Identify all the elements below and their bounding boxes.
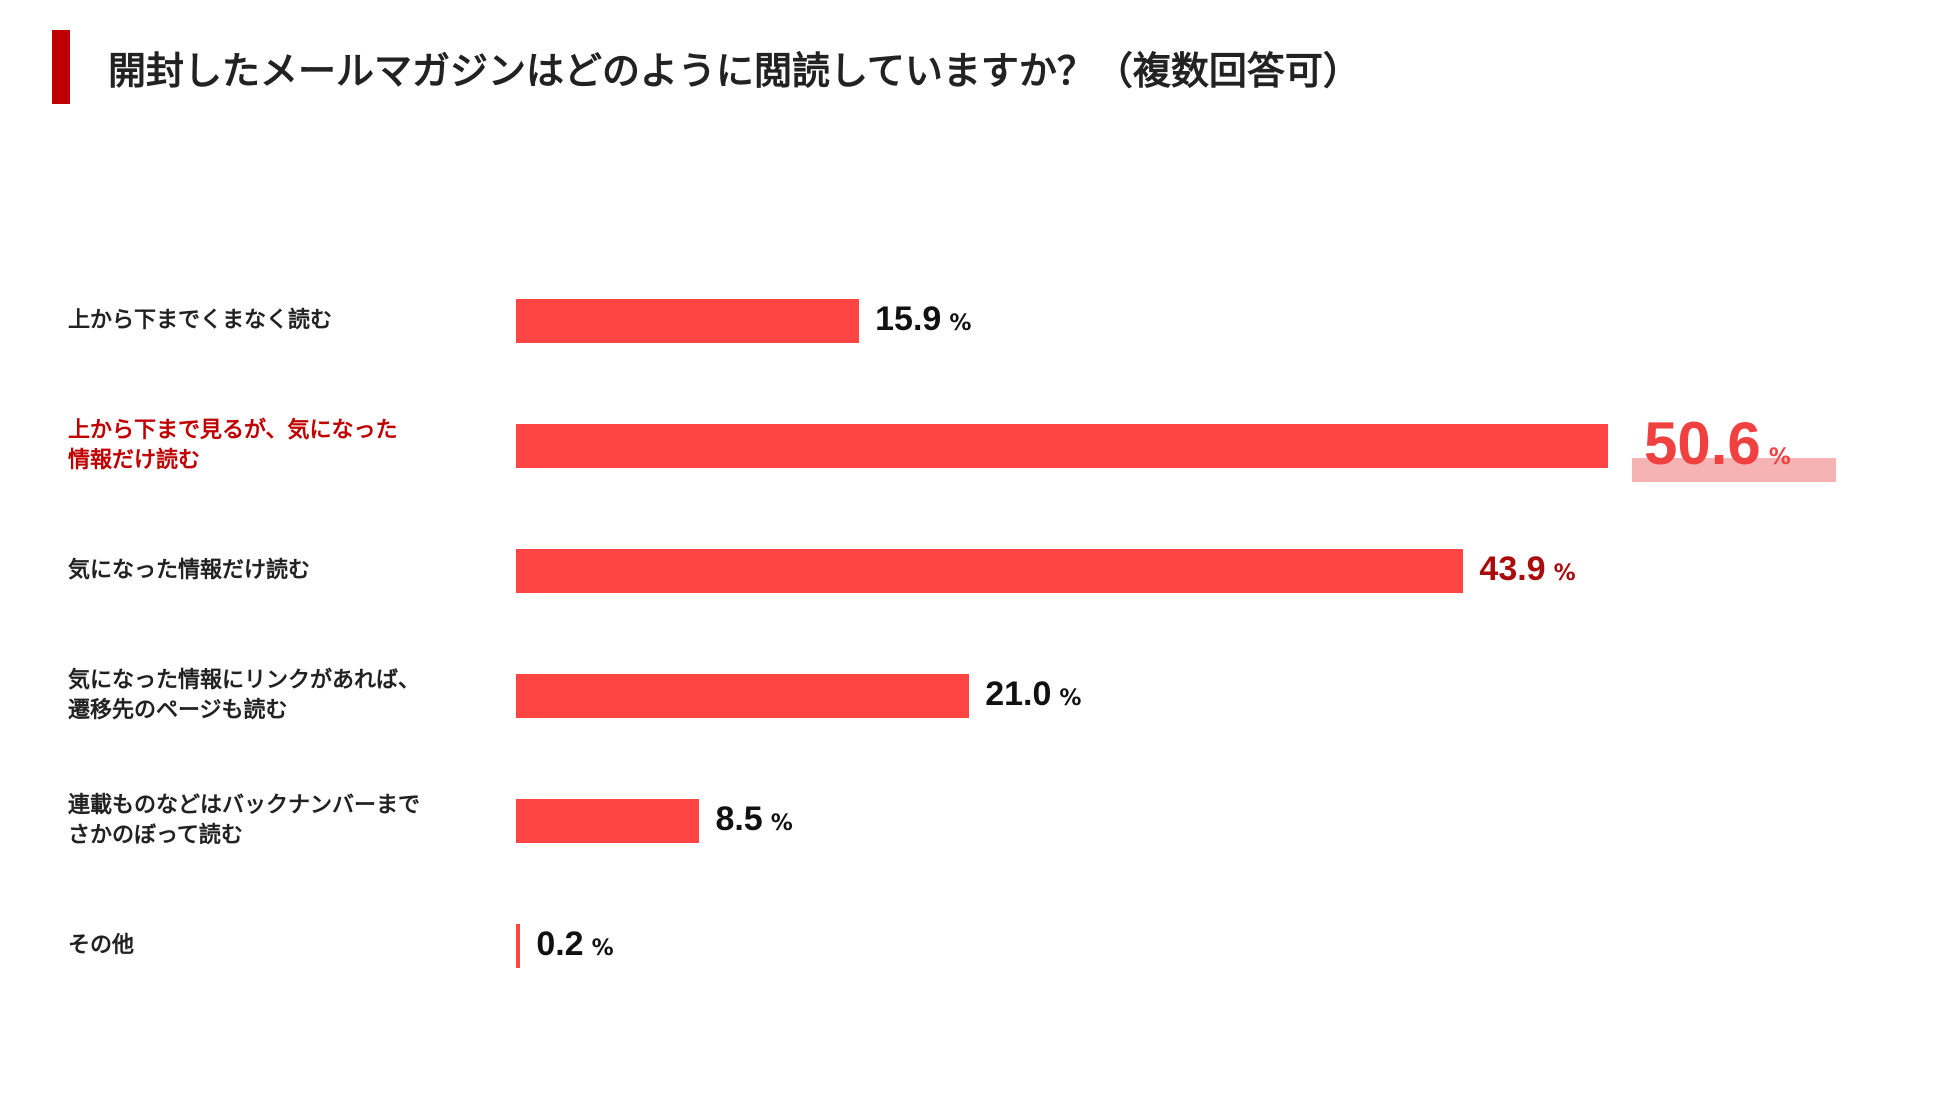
highlight-marker <box>1632 458 1836 482</box>
bar <box>516 799 700 843</box>
category-label: 上から下まで見るが、気になった 情報だけ読む <box>68 416 488 476</box>
category-label-line: 気になった情報だけ読む <box>68 558 311 583</box>
value-number: 0.2 <box>536 924 584 963</box>
value-number: 50.6 <box>1644 409 1761 477</box>
category-label-line: 遷移先のページも読む <box>68 698 288 723</box>
category-label: 連載ものなどはバックナンバーまで さかのぼって読む <box>68 791 488 851</box>
value-unit: % <box>1553 560 1576 586</box>
value-label: 0.2% <box>536 925 613 964</box>
value-unit: % <box>1059 685 1082 711</box>
value-number: 8.5 <box>715 799 763 838</box>
title-accent-bar <box>52 30 70 104</box>
value-unit: % <box>770 810 793 836</box>
category-label: 気になった情報だけ読む <box>68 556 488 586</box>
page-title: 開封したメールマガジンはどのように閲読していますか？（複数回答可） <box>108 49 1361 93</box>
category-label-line: 上から下まで見るが、気になった <box>68 418 398 443</box>
value-label: 8.5% <box>715 800 792 839</box>
value-unit: % <box>949 310 972 336</box>
bar <box>516 674 970 718</box>
bar <box>516 299 860 343</box>
category-label: その他 <box>68 931 488 961</box>
value-number: 21.0 <box>985 674 1052 713</box>
category-label-line: 気になった情報にリンクがあれば、 <box>68 668 421 693</box>
category-label: 気になった情報にリンクがあれば、 遷移先のページも読む <box>68 666 488 726</box>
category-label-line: その他 <box>68 933 135 958</box>
bar <box>516 424 1608 468</box>
value-number: 15.9 <box>875 299 942 338</box>
value-number: 43.9 <box>1479 549 1546 588</box>
value-label: 21.0% <box>985 675 1081 714</box>
category-label-line: さかのぼって読む <box>68 823 243 848</box>
bar <box>516 924 521 968</box>
value-label: 15.9% <box>875 300 971 339</box>
category-label: 上から下までくまなく読む <box>68 306 488 336</box>
category-label-line: 上から下までくまなく読む <box>68 308 333 333</box>
bar <box>516 549 1464 593</box>
value-unit: % <box>591 935 614 961</box>
value-label: 43.9% <box>1479 550 1575 589</box>
value-unit: % <box>1768 444 1791 470</box>
category-label-line: 情報だけ読む <box>68 448 201 473</box>
value-label: 50.6% <box>1644 409 1791 478</box>
category-label-line: 連載ものなどはバックナンバーまで <box>68 793 421 818</box>
